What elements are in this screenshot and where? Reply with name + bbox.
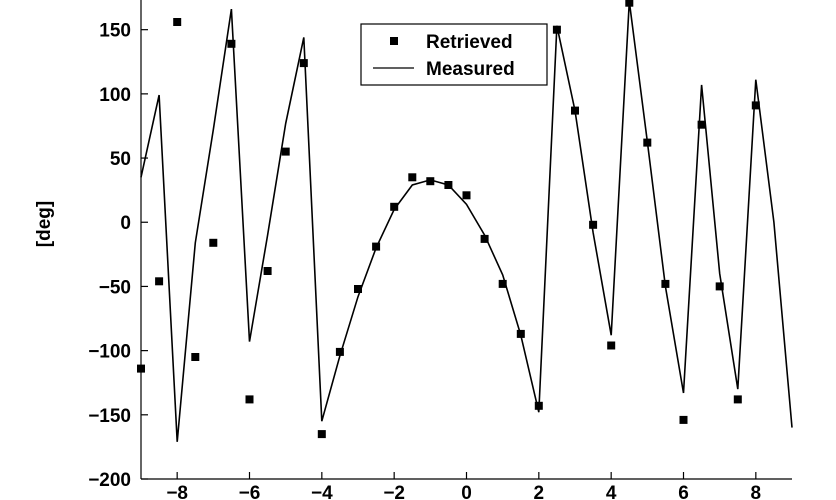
y-tick-label: 100 bbox=[99, 85, 131, 106]
legend-marker-retrieved bbox=[390, 37, 398, 45]
data-point-retrieved bbox=[625, 0, 634, 7]
legend-label-measured: Measured bbox=[426, 59, 515, 80]
data-point-retrieved bbox=[751, 101, 760, 110]
y-tick-label: 150 bbox=[99, 21, 131, 42]
data-point-retrieved bbox=[281, 147, 290, 156]
data-point-retrieved bbox=[480, 234, 489, 243]
legend: Retrieved Measured bbox=[360, 23, 548, 86]
data-point-retrieved bbox=[607, 341, 616, 350]
data-point-retrieved bbox=[516, 329, 525, 338]
data-point-retrieved bbox=[498, 279, 507, 288]
x-tick-label: −2 bbox=[383, 483, 405, 500]
y-axis-ticks: 150 100 50 0 −50 −100 −150 −200 bbox=[88, 21, 148, 491]
y-tick-label: −150 bbox=[88, 406, 131, 427]
x-tick-label: 6 bbox=[678, 483, 689, 500]
data-point-retrieved bbox=[155, 277, 164, 286]
data-point-retrieved bbox=[299, 59, 308, 68]
data-point-retrieved bbox=[173, 18, 182, 26]
data-point-retrieved bbox=[408, 173, 417, 182]
data-point-retrieved bbox=[191, 353, 200, 361]
y-axis-label: [deg] bbox=[34, 201, 55, 247]
x-tick-label: 0 bbox=[461, 483, 472, 500]
data-point-retrieved bbox=[354, 285, 362, 293]
data-point-retrieved bbox=[444, 181, 453, 189]
data-point-retrieved bbox=[552, 25, 561, 34]
data-point-retrieved bbox=[317, 430, 326, 439]
data-point-retrieved bbox=[390, 202, 399, 211]
legend-label-retrieved: Retrieved bbox=[426, 32, 513, 53]
data-point-retrieved bbox=[462, 191, 471, 200]
y-tick-label: −50 bbox=[99, 277, 131, 298]
x-tick-label: −4 bbox=[311, 483, 333, 500]
data-point-retrieved bbox=[661, 279, 670, 288]
data-point-retrieved bbox=[209, 238, 218, 247]
y-tick-label: 0 bbox=[120, 213, 131, 234]
y-tick-label: −100 bbox=[88, 342, 131, 363]
data-point-retrieved bbox=[589, 220, 598, 229]
data-point-retrieved bbox=[715, 282, 724, 291]
data-point-retrieved bbox=[534, 401, 543, 410]
data-point-retrieved bbox=[245, 395, 254, 404]
data-point-retrieved bbox=[697, 120, 706, 129]
data-point-retrieved bbox=[372, 242, 381, 251]
x-tick-label: 8 bbox=[751, 483, 762, 500]
data-point-retrieved bbox=[227, 39, 236, 48]
x-axis-ticks: −8 −6 −4 −2 0 2 4 6 8 bbox=[166, 472, 761, 500]
data-point-retrieved bbox=[571, 106, 579, 115]
data-point-retrieved bbox=[335, 347, 344, 356]
data-point-retrieved bbox=[733, 395, 742, 404]
data-point-retrieved bbox=[263, 267, 272, 275]
series-line-measured bbox=[140, 1, 793, 442]
y-tick-label: 50 bbox=[110, 149, 131, 170]
x-tick-label: 2 bbox=[534, 483, 545, 500]
data-point-retrieved bbox=[426, 177, 435, 186]
data-point-retrieved bbox=[643, 138, 652, 147]
y-tick-label: −200 bbox=[88, 470, 131, 491]
data-point-retrieved bbox=[679, 415, 688, 424]
x-tick-label: 4 bbox=[606, 483, 617, 500]
legend-box bbox=[360, 23, 548, 86]
x-tick-label: −8 bbox=[166, 483, 188, 500]
x-tick-label: −6 bbox=[239, 483, 261, 500]
